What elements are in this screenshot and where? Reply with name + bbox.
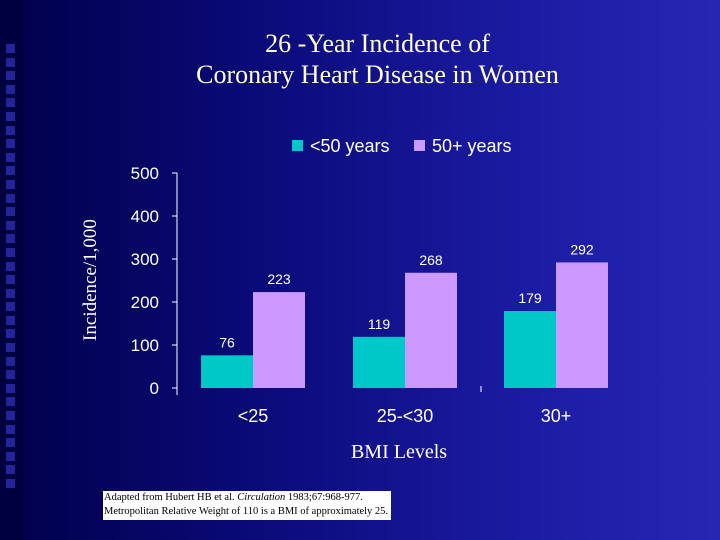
title-line-1: 26 -Year Incidence of — [265, 29, 490, 58]
decorative-square — [6, 302, 15, 312]
legend-swatch — [414, 140, 425, 151]
decorative-square — [6, 315, 15, 325]
decorative-squares — [6, 44, 18, 493]
decorative-square — [6, 166, 15, 176]
decorative-square — [6, 179, 15, 189]
decorative-square — [6, 84, 15, 94]
source-authors: Adapted from Hubert HB et al. — [104, 492, 235, 503]
source-volume: 1983;67:968-977. — [287, 492, 363, 503]
decorative-square — [6, 71, 15, 81]
decorative-square — [6, 261, 15, 271]
decorative-square — [6, 329, 15, 339]
x-category-label: 25-<30 — [377, 406, 434, 426]
slide-left-band — [0, 0, 24, 540]
decorative-square — [6, 57, 15, 67]
source-journal: Circulation — [237, 492, 286, 503]
bar-value-label: 292 — [570, 241, 594, 257]
decorative-square — [6, 275, 15, 285]
bar — [253, 292, 305, 388]
title-line-2: Coronary Heart Disease in Women — [196, 60, 559, 89]
x-category-label: 30+ — [541, 406, 572, 426]
bar-value-label: 76 — [219, 334, 235, 350]
decorative-square — [6, 479, 15, 488]
decorative-square — [6, 438, 15, 448]
decorative-square — [6, 111, 15, 121]
bar-value-label: 223 — [267, 271, 291, 287]
bar — [556, 262, 608, 388]
decorative-square — [6, 234, 15, 244]
decorative-square — [6, 44, 15, 53]
decorative-square — [6, 465, 15, 475]
decorative-square — [6, 193, 15, 203]
source-note: Adapted from Hubert HB et al. Circulatio… — [103, 491, 392, 520]
y-tick-label: 100 — [131, 336, 159, 355]
decorative-square — [6, 288, 15, 298]
bar — [353, 336, 405, 388]
y-axis-label: Incidence/1,000 — [80, 219, 101, 341]
slide-title: 26 -Year Incidence of Coronary Heart Dis… — [90, 28, 665, 90]
decorative-square — [6, 247, 15, 257]
decorative-square — [6, 207, 15, 217]
decorative-square — [6, 220, 15, 230]
bar-value-label: 179 — [518, 290, 542, 306]
source-bmi-note: Metropolitan Relative Weight of 110 is a… — [104, 506, 389, 517]
decorative-square — [6, 139, 15, 149]
decorative-square — [6, 397, 15, 407]
decorative-square — [6, 451, 15, 461]
legend-swatch — [292, 140, 303, 151]
decorative-square — [6, 125, 15, 135]
bar-value-label: 119 — [368, 316, 391, 332]
bar-value-label: 268 — [419, 252, 443, 268]
decorative-square — [6, 152, 15, 162]
y-tick-label: 500 — [131, 164, 159, 183]
decorative-square — [6, 98, 15, 108]
y-tick-label: 300 — [131, 250, 159, 269]
decorative-square — [6, 356, 15, 366]
legend-label: 50+ years — [432, 136, 512, 156]
bar — [201, 355, 253, 388]
decorative-square — [6, 411, 15, 421]
source-citation: Adapted from Hubert HB et al. Circulatio… — [104, 491, 388, 505]
x-category-label: <25 — [238, 406, 269, 426]
bar — [504, 311, 556, 388]
decorative-square — [6, 383, 15, 393]
y-tick-label: 200 — [131, 293, 159, 312]
x-axis-label: BMI Levels — [351, 441, 447, 463]
decorative-square — [6, 370, 15, 380]
decorative-square — [6, 343, 15, 353]
y-tick-label: 0 — [150, 379, 159, 398]
y-tick-label: 400 — [131, 207, 159, 226]
bar — [405, 272, 457, 388]
decorative-square — [6, 424, 15, 434]
legend-label: <50 years — [310, 136, 390, 156]
